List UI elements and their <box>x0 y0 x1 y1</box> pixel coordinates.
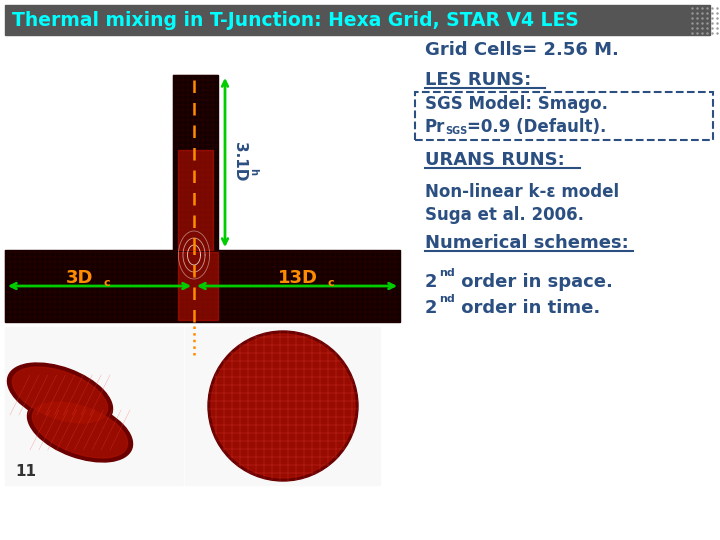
Ellipse shape <box>7 363 112 427</box>
Ellipse shape <box>12 367 108 423</box>
Text: Grid Cells= 2.56 M.: Grid Cells= 2.56 M. <box>425 41 619 59</box>
Text: 3.1D: 3.1D <box>233 143 248 181</box>
Bar <box>178 150 213 250</box>
Bar <box>5 250 400 322</box>
Ellipse shape <box>27 398 132 462</box>
Ellipse shape <box>32 402 127 458</box>
Text: 2: 2 <box>425 299 438 317</box>
Circle shape <box>211 334 355 478</box>
Text: c: c <box>328 278 335 288</box>
Text: order in space.: order in space. <box>455 273 613 291</box>
Bar <box>5 327 183 485</box>
Circle shape <box>208 331 358 481</box>
Text: =0.9 (Default).: =0.9 (Default). <box>467 118 606 136</box>
Bar <box>5 5 710 35</box>
Text: Thermal mixing in T-Junction: Hexa Grid, STAR V4 LES: Thermal mixing in T-Junction: Hexa Grid,… <box>12 10 579 30</box>
Text: nd: nd <box>439 268 455 278</box>
Text: nd: nd <box>439 294 455 304</box>
Bar <box>178 252 218 320</box>
Text: 2: 2 <box>425 273 438 291</box>
Bar <box>173 75 218 250</box>
Text: Numerical schemes:: Numerical schemes: <box>425 234 629 252</box>
Text: Suga et al. 2006.: Suga et al. 2006. <box>425 206 584 224</box>
Text: 11: 11 <box>15 464 36 480</box>
Text: LES RUNS:: LES RUNS: <box>425 71 531 89</box>
Text: URANS RUNS:: URANS RUNS: <box>425 151 564 169</box>
Bar <box>185 327 380 485</box>
Text: Pr: Pr <box>425 118 446 136</box>
Text: 3D: 3D <box>66 269 94 287</box>
Text: h: h <box>248 168 258 175</box>
Text: SGS: SGS <box>445 126 467 136</box>
Text: Non-linear k-ε model: Non-linear k-ε model <box>425 183 619 201</box>
Text: 13D: 13D <box>278 269 318 287</box>
Text: c: c <box>103 278 109 288</box>
Text: order in time.: order in time. <box>455 299 600 317</box>
Text: SGS Model: Smago.: SGS Model: Smago. <box>425 95 608 113</box>
